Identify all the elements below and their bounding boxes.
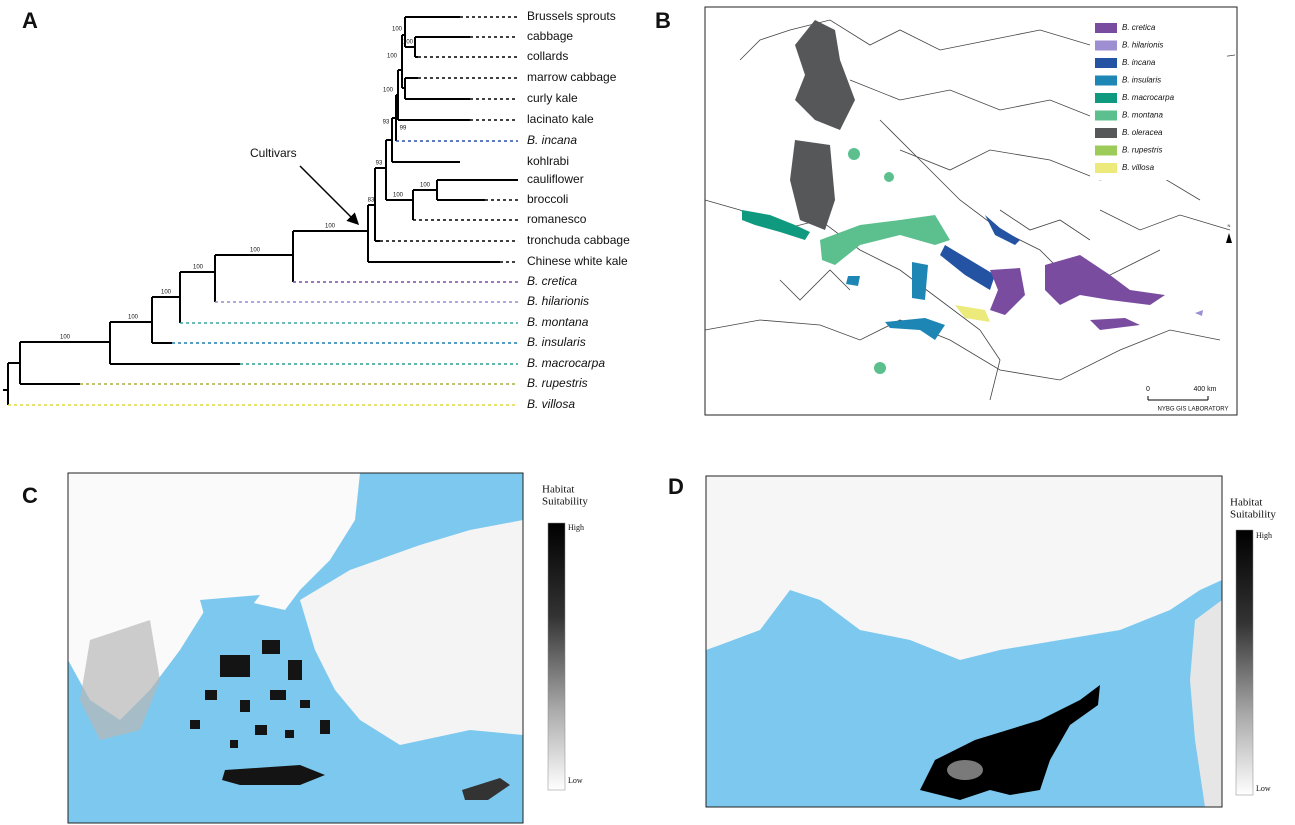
- phylogenetic-tree: [3, 17, 518, 405]
- scale-label: 0: [1146, 386, 1150, 393]
- leaf-label: Chinese white kale: [527, 254, 628, 268]
- range-map: [705, 7, 1237, 415]
- legend-label: B. oleracea: [1122, 128, 1163, 137]
- panel-label: A: [22, 8, 38, 33]
- scale-label: 400 km: [1194, 386, 1217, 393]
- legend-label: B. hilarionis: [1122, 41, 1163, 50]
- legend-swatch: [1095, 76, 1117, 86]
- support-value: 100: [250, 248, 261, 254]
- support-value: 100: [420, 183, 431, 189]
- leaf-label: B. macrocarpa: [527, 356, 605, 370]
- support-value: 100: [387, 54, 398, 60]
- panel-label: C: [22, 483, 38, 508]
- legend-label: B. insularis: [1122, 76, 1161, 85]
- colorbar-high: High: [1256, 531, 1272, 540]
- colorbar-low: Low: [568, 776, 583, 785]
- leaf-label: B. hilarionis: [527, 294, 589, 308]
- leaf-label: kohlrabi: [527, 154, 569, 168]
- legend-swatch: [1095, 93, 1117, 103]
- colorbar-title: Habitat: [1230, 497, 1262, 509]
- leaf-label: romanesco: [527, 212, 587, 226]
- legend-label: B. incana: [1122, 58, 1156, 67]
- support-value: 100: [403, 40, 414, 46]
- leaf-label: lacinato kale: [527, 112, 594, 126]
- colorbar-title: Suitability: [1230, 509, 1276, 521]
- panel-label: B: [655, 8, 671, 33]
- legend-label: B. rupestris: [1122, 146, 1162, 155]
- colorbar-high: High: [568, 523, 584, 532]
- leaf-label: B. incana: [527, 133, 577, 147]
- legend-swatch: [1095, 163, 1117, 173]
- legend-label: B. montana: [1122, 111, 1163, 120]
- support-value: 100: [128, 315, 139, 321]
- leaf-label: B. cretica: [527, 274, 577, 288]
- support-value: 100: [60, 335, 71, 341]
- support-value: 100: [325, 224, 336, 230]
- legend-swatch: [1095, 128, 1117, 138]
- support-value: 83: [368, 198, 375, 204]
- legend-label: B. cretica: [1122, 23, 1156, 32]
- legend-label: B. villosa: [1122, 163, 1155, 172]
- leaf-label: B. rupestris: [527, 376, 588, 390]
- support-value: 100: [393, 193, 404, 199]
- support-value: 100: [392, 27, 403, 33]
- panel-label: D: [668, 474, 684, 499]
- suitability-map: [706, 476, 1253, 807]
- leaf-label: B. montana: [527, 315, 589, 329]
- leaf-label: broccoli: [527, 192, 568, 206]
- annotation: Cultivars: [250, 146, 297, 160]
- support-value: 93: [383, 120, 390, 126]
- leaf-label: Brussels sprouts: [527, 9, 616, 23]
- legend-swatch: [1095, 111, 1117, 121]
- leaf-label: cauliflower: [527, 172, 584, 186]
- suitability-map: [68, 473, 565, 823]
- leaf-label: cabbage: [527, 29, 573, 43]
- support-value: 93: [376, 161, 383, 167]
- north-label: N: [1228, 223, 1231, 228]
- support-value: 100: [161, 290, 172, 296]
- leaf-label: tronchuda cabbage: [527, 233, 630, 247]
- leaf-label: marrow cabbage: [527, 70, 617, 84]
- leaf-label: B. villosa: [527, 397, 575, 411]
- support-value: 100: [383, 88, 394, 94]
- legend-swatch: [1095, 146, 1117, 156]
- support-value: 99: [400, 126, 407, 132]
- support-value: 100: [193, 265, 204, 271]
- colorbar-title: Suitability: [542, 496, 588, 508]
- legend-swatch: [1095, 41, 1117, 51]
- leaf-label: collards: [527, 49, 568, 63]
- credit: NYBG GIS LABORATORY: [1157, 407, 1228, 413]
- colorbar-title: Habitat: [542, 484, 574, 496]
- leaf-labels: Brussels sprouts cabbage collards marrow…: [527, 9, 630, 411]
- legend-swatch: [1095, 58, 1117, 68]
- figure: A B C D Cultivars Brussels sprouts cabba…: [0, 0, 1295, 825]
- colorbar-low: Low: [1256, 784, 1271, 793]
- leaf-label: B. insularis: [527, 335, 586, 349]
- legend-label: B. macrocarpa: [1122, 93, 1175, 102]
- leaf-label: curly kale: [527, 91, 578, 105]
- legend-swatch: [1095, 23, 1117, 33]
